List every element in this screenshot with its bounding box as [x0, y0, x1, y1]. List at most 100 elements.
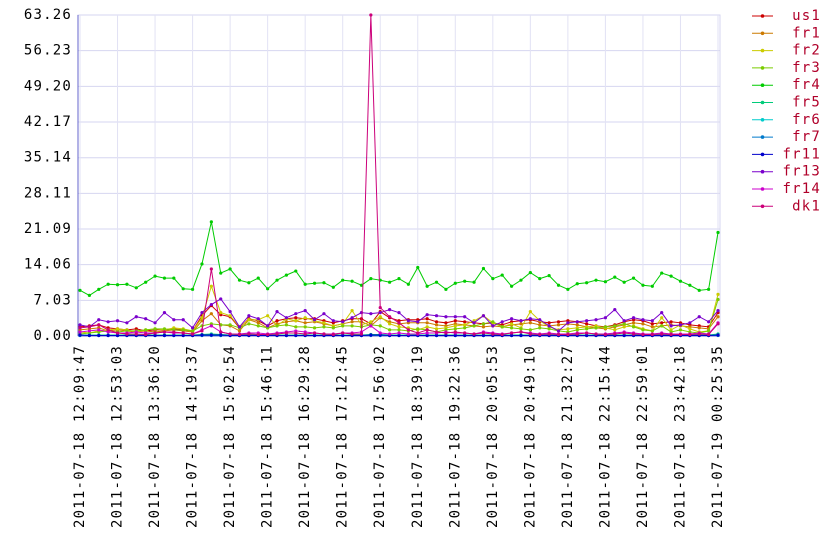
data-point [697, 288, 701, 292]
data-point [594, 278, 598, 282]
data-point [134, 332, 138, 336]
data-point [331, 326, 335, 330]
data-point [378, 311, 382, 315]
data-point [453, 333, 457, 338]
data-point [369, 312, 373, 316]
data-point [688, 332, 692, 337]
data-point [641, 332, 645, 337]
data-point [247, 322, 251, 326]
data-point [153, 321, 157, 325]
data-point [481, 325, 486, 329]
data-point [707, 287, 711, 291]
data-point [716, 315, 720, 319]
legend-label: fr5 [792, 95, 821, 111]
data-point [162, 330, 167, 334]
data-point [275, 319, 279, 323]
data-point [425, 333, 429, 338]
data-point [538, 318, 542, 322]
data-point [603, 325, 608, 329]
data-point [444, 287, 448, 291]
data-point [106, 320, 110, 324]
data-point [622, 325, 626, 329]
x-tick-label: 2011-07-18 20:49:10 [522, 345, 538, 528]
data-point [256, 276, 260, 280]
data-point [294, 331, 298, 335]
data-point [87, 325, 91, 329]
data-point [219, 330, 223, 334]
data-point [284, 323, 289, 327]
data-point [275, 324, 279, 328]
data-point [594, 326, 598, 330]
data-point [359, 283, 364, 287]
data-point [219, 297, 223, 301]
data-point [660, 271, 664, 275]
data-point [463, 315, 467, 319]
data-point [509, 333, 514, 338]
data-point [266, 332, 270, 337]
data-point [237, 332, 242, 337]
x-tick-label: 2011-07-18 23:42:18 [672, 345, 688, 528]
data-point [369, 13, 373, 17]
data-point [566, 321, 570, 325]
data-point [378, 324, 382, 328]
data-point [144, 328, 148, 332]
legend-label: fr6 [792, 112, 821, 128]
data-point [678, 328, 683, 332]
data-point [125, 282, 129, 286]
data-point [688, 327, 692, 331]
data-point [491, 320, 495, 324]
data-point [97, 328, 101, 332]
data-point [472, 280, 476, 284]
data-point [153, 327, 157, 331]
data-point [87, 293, 91, 298]
legend-label: fr13 [782, 164, 821, 180]
data-point [162, 311, 167, 315]
data-point [688, 283, 692, 287]
data-point [416, 265, 420, 270]
data-point [134, 315, 138, 319]
data-point [153, 333, 157, 338]
data-point [78, 288, 82, 292]
legend-marker [760, 48, 765, 53]
data-point [707, 332, 711, 337]
data-point [453, 327, 457, 331]
data-point [209, 312, 213, 316]
data-point [115, 333, 120, 338]
data-point [369, 277, 373, 281]
data-point [406, 328, 410, 332]
data-point [444, 331, 448, 335]
legend-marker [760, 14, 765, 18]
data-point [585, 331, 589, 335]
data-point [425, 325, 429, 329]
data-point [331, 332, 335, 337]
data-point [669, 320, 673, 324]
data-point [472, 332, 476, 336]
data-point [678, 323, 683, 327]
legend-label: us1 [792, 8, 821, 24]
data-point [575, 328, 579, 332]
data-point [87, 333, 91, 338]
data-point [312, 318, 317, 322]
legend-marker [760, 118, 765, 122]
data-point [716, 333, 720, 337]
data-point [472, 324, 476, 328]
data-point [388, 308, 392, 312]
data-point [350, 320, 354, 324]
data-point [481, 266, 486, 271]
data-point [115, 327, 120, 331]
x-tick-label: 2011-07-18 16:29:28 [297, 345, 313, 528]
data-point [603, 332, 608, 337]
data-point [453, 281, 457, 285]
data-point [434, 280, 439, 284]
y-tick-label: 0.00 [33, 328, 72, 344]
data-point [275, 332, 279, 336]
data-point [650, 329, 654, 333]
legend-marker [760, 187, 765, 191]
data-point [190, 287, 195, 291]
legend-marker [760, 100, 765, 105]
data-point [603, 280, 608, 284]
data-point [97, 333, 101, 338]
data-point [528, 270, 532, 275]
data-point [678, 279, 683, 283]
